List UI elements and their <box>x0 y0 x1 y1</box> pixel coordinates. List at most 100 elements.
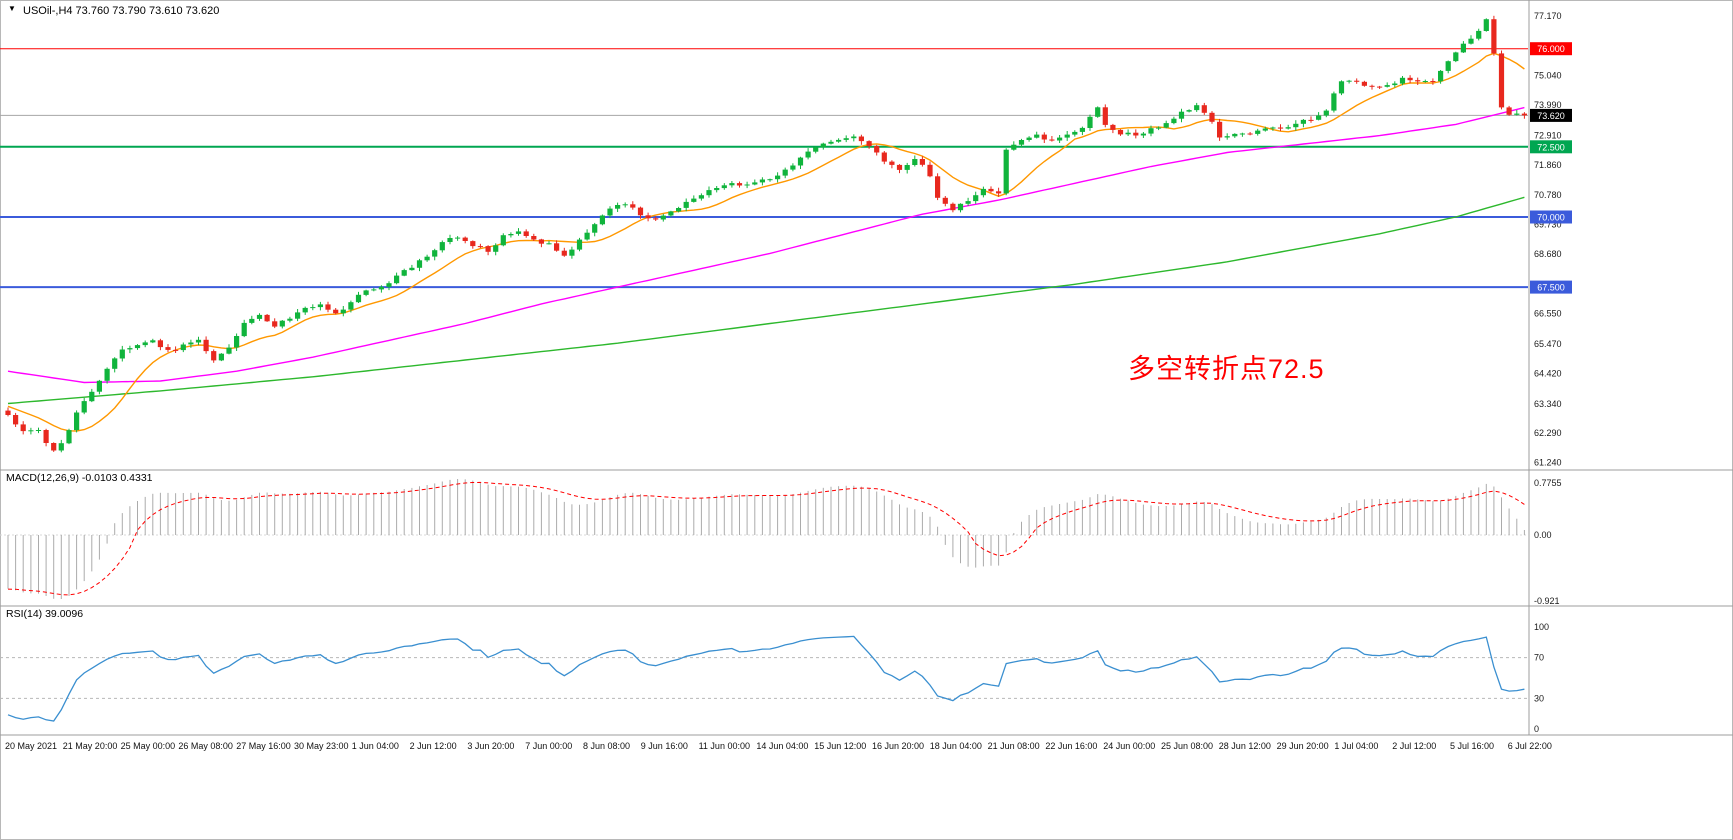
time-axis-label: 21 Jun 08:00 <box>988 741 1040 751</box>
candle-bear <box>881 152 887 162</box>
candle-bear <box>1498 53 1505 108</box>
candle-bear <box>630 204 636 208</box>
time-axis-label: 15 Jun 12:00 <box>814 741 866 751</box>
candle-bull <box>1011 144 1017 150</box>
candle-bear <box>1102 107 1108 125</box>
candle-bull <box>973 195 979 202</box>
candle-bull <box>607 208 613 216</box>
price-tick-label: 64.420 <box>1534 369 1562 379</box>
candle-bull <box>371 289 377 291</box>
candle-bull <box>104 368 110 381</box>
candle-bull <box>386 283 392 287</box>
candle-bull <box>1293 123 1299 128</box>
rsi-scale-label: 30 <box>1534 693 1544 703</box>
candle-bull <box>256 314 263 319</box>
candle-bear <box>477 246 483 248</box>
time-axis-label: 27 May 16:00 <box>236 741 291 751</box>
candle-bull <box>1095 107 1101 117</box>
candle-bear <box>1361 81 1367 86</box>
candle-bear <box>462 237 468 241</box>
rsi-scale-label: 100 <box>1534 622 1549 632</box>
chart-menu-icon[interactable]: ▼ <box>8 4 16 13</box>
candle-bull <box>1468 38 1474 44</box>
time-axis-label: 14 Jun 04:00 <box>756 741 808 751</box>
time-axis-label: 11 Jun 00:00 <box>699 741 750 751</box>
rsi-indicator-label: RSI(14) 39.0096 <box>6 608 84 620</box>
candle-bear <box>43 430 49 443</box>
candle-bear <box>889 161 895 165</box>
candle-bear <box>1491 19 1497 54</box>
candle-bull <box>195 339 202 343</box>
candle-bull <box>691 198 697 202</box>
candle-bear <box>1407 77 1413 81</box>
candle-bear <box>1201 105 1207 113</box>
hline-76.000-badge <box>1530 42 1572 56</box>
candle-bull <box>89 391 95 402</box>
candle-bull <box>721 185 727 189</box>
time-axis-label: 7 Jun 00:00 <box>525 741 572 751</box>
candle-bull <box>729 183 735 186</box>
candle-bull <box>1514 113 1520 115</box>
candle-bear <box>20 424 26 432</box>
candle-bull <box>500 235 506 246</box>
chart-title: USOil-,H4 73.760 73.790 73.610 73.620 <box>23 5 220 17</box>
candle-bull <box>843 138 849 140</box>
candle-bull <box>1224 136 1230 138</box>
candle-bear <box>51 443 57 451</box>
candle-bear <box>645 215 651 219</box>
price-tick-label: 73.990 <box>1534 100 1562 110</box>
candle-bull <box>295 312 301 319</box>
candle-bull <box>363 290 369 295</box>
time-axis-label: 24 Jun 00:00 <box>1103 741 1155 751</box>
annotation-text: 多空转折点72.5 <box>1128 354 1325 384</box>
candle-bull <box>127 348 133 350</box>
candle-bear <box>203 339 209 352</box>
candle-bull <box>1232 133 1238 137</box>
time-axis-label: 29 Jun 20:00 <box>1277 741 1329 751</box>
price-tick-label: 70.780 <box>1534 190 1562 200</box>
candle-bear <box>1217 121 1223 138</box>
macd-indicator-label: MACD(12,26,9) -0.0103 0.4331 <box>6 472 153 484</box>
candle-bear <box>866 141 872 147</box>
candle-bull <box>1003 149 1009 194</box>
candle-bull <box>226 347 232 354</box>
candle-bull <box>394 275 400 284</box>
candle-bear <box>165 347 171 350</box>
candle-bear <box>950 203 956 211</box>
price-tick-label: 66.550 <box>1534 309 1562 319</box>
candle-bear <box>561 250 567 256</box>
macd-scale-label: 0.00 <box>1534 530 1552 540</box>
candle-bull <box>1338 81 1345 94</box>
candle-bull <box>1018 140 1025 145</box>
time-axis-label: 18 Jun 04:00 <box>930 741 982 751</box>
candle-bull <box>1346 80 1352 82</box>
candle-bull <box>546 243 552 245</box>
candle-bear <box>653 218 659 220</box>
candle-bear <box>896 164 903 170</box>
time-axis-label: 26 May 08:00 <box>178 741 233 751</box>
candle-bull <box>714 188 720 191</box>
candle-bull <box>1460 43 1466 53</box>
time-axis-label: 2 Jun 12:00 <box>410 741 457 751</box>
candle-bull <box>81 401 87 413</box>
candle-bull <box>1026 137 1032 140</box>
candle-bull <box>218 353 224 361</box>
candle-bull <box>836 139 842 142</box>
candle-bear <box>5 410 11 415</box>
candle-bull <box>28 430 34 432</box>
candle-bull <box>66 430 72 444</box>
candle-bear <box>637 207 644 216</box>
candle-bull <box>668 211 674 216</box>
candle-bear <box>927 164 933 177</box>
current-price-badge-label: 73.620 <box>1537 111 1565 121</box>
candle-bull <box>150 340 156 343</box>
candle-bull <box>775 175 781 180</box>
candle-bull <box>310 307 316 309</box>
time-axis-label: 25 May 00:00 <box>121 741 176 751</box>
candle-bear <box>1133 132 1139 136</box>
time-axis-label: 9 Jun 16:00 <box>641 741 688 751</box>
candle-bull <box>790 165 796 170</box>
candle-bull <box>676 208 682 212</box>
candle-bear <box>1415 80 1421 82</box>
